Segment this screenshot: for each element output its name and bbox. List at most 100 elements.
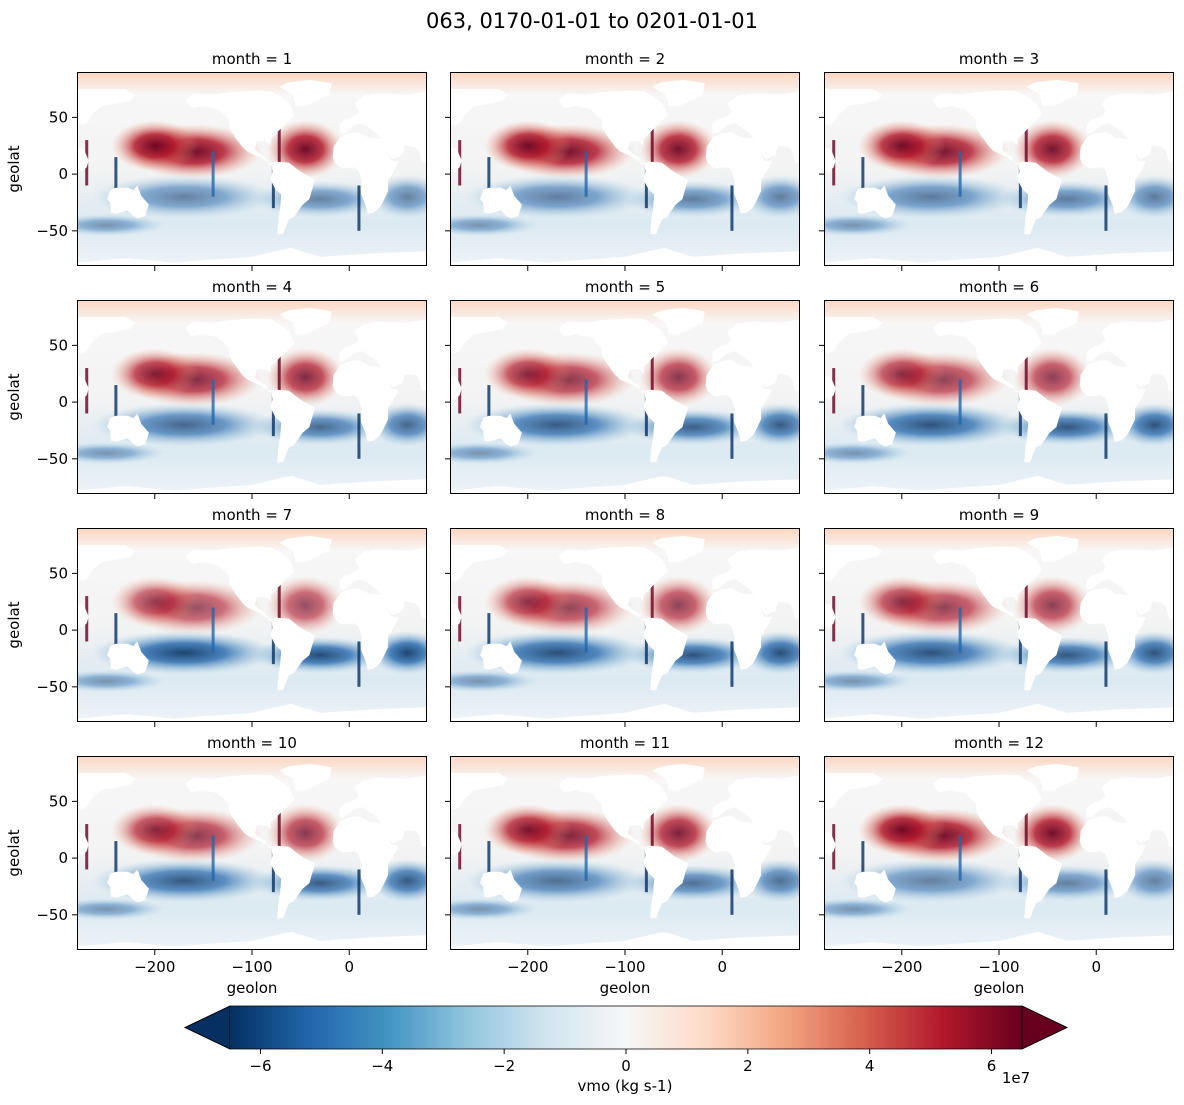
land-mask [1017, 617, 1063, 691]
land-mask [339, 775, 427, 847]
panel-title: month = 10 [207, 734, 297, 752]
land-mask [450, 545, 509, 582]
land-mask [1079, 360, 1146, 442]
x-tick-label: 0 [344, 958, 354, 976]
land-mask [480, 869, 522, 903]
heatmap-field [77, 72, 427, 266]
land-mask [450, 148, 462, 172]
land-mask [854, 413, 896, 447]
panel-frame [450, 528, 800, 722]
land-mask [450, 931, 800, 950]
land-mask [77, 247, 427, 266]
panel-title: month = 2 [585, 50, 665, 68]
x-axis-label: geolon [600, 979, 651, 997]
panel-frame [824, 300, 1174, 494]
colorbar-label: vmo (kg s-1) [578, 1077, 673, 1095]
land-mask [332, 132, 399, 214]
land-mask [339, 547, 427, 619]
land-mask [279, 763, 332, 790]
land-mask [712, 547, 800, 619]
colorbar: −6 −4 −2 0 2 4 6 vmo (kg s-1) 1e7 [184, 1005, 1068, 1095]
colorbar-extend-high [1021, 1005, 1068, 1050]
panel-title: month = 12 [954, 734, 1044, 752]
land-mask [1026, 763, 1079, 790]
land-mask [824, 931, 1174, 950]
land-mask [77, 703, 427, 722]
y-axis-label: geolat [5, 373, 23, 420]
land-mask [1086, 319, 1174, 391]
panel-title: month = 8 [585, 506, 665, 524]
x-axis-label: geolon [227, 979, 278, 997]
heatmap-field [450, 756, 800, 950]
facet-panel: month = 10 50 0 −50 −200 −100 0 geolat geolon [5, 734, 427, 997]
land-mask [1017, 161, 1063, 235]
land-mask [339, 319, 427, 391]
land-mask [712, 91, 800, 163]
land-mask [480, 413, 522, 447]
panel-frame [77, 300, 427, 494]
panel-title: month = 6 [959, 278, 1039, 296]
land-mask [185, 774, 295, 849]
y-tick-label: 0 [58, 165, 68, 183]
land-mask [824, 317, 883, 354]
land-mask [270, 617, 316, 691]
colorbar-tick-label: 2 [743, 1057, 753, 1075]
y-tick-label: 50 [49, 564, 68, 582]
land-mask [77, 148, 89, 172]
land-mask [1026, 535, 1079, 562]
facet-panel: month = 12 −200 −100 0 geolon [819, 734, 1174, 997]
panel-frame [77, 756, 427, 950]
land-mask [77, 317, 136, 354]
land-mask [824, 545, 883, 582]
y-tick-label: −50 [36, 222, 68, 240]
land-mask [643, 617, 689, 691]
land-mask [1079, 816, 1146, 898]
land-mask [558, 546, 668, 621]
y-tick-label: 50 [49, 792, 68, 810]
panel-title: month = 11 [580, 734, 670, 752]
land-mask [705, 588, 772, 670]
panel-frame [450, 72, 800, 266]
land-mask [77, 475, 427, 494]
land-mask [332, 360, 399, 442]
land-mask [185, 546, 295, 621]
panel-frame [77, 72, 427, 266]
land-mask [279, 535, 332, 562]
panel-title: month = 3 [959, 50, 1039, 68]
y-tick-label: −50 [36, 450, 68, 468]
land-mask [652, 79, 705, 106]
land-mask [824, 832, 836, 856]
land-mask [558, 774, 668, 849]
facet-grid: month = 1 50 0 −50 geolat month = 2 month = 3 m… [5, 50, 1174, 997]
facet-panel: month = 5 [445, 278, 800, 499]
land-mask [932, 318, 1042, 393]
y-tick-label: 50 [49, 336, 68, 354]
heatmap-field [77, 300, 427, 494]
x-tick-label: 0 [717, 958, 727, 976]
heatmap-field [824, 528, 1174, 722]
land-mask [1017, 845, 1063, 919]
land-mask [643, 389, 689, 463]
heatmap-field [450, 300, 800, 494]
land-mask [270, 161, 316, 235]
panel-title: month = 9 [959, 506, 1039, 524]
colorbar-body [230, 1006, 1022, 1049]
land-mask [705, 816, 772, 898]
colorbar-multiplier: 1e7 [1002, 1069, 1030, 1087]
facet-panel: month = 11 −200 −100 0 geolon [445, 734, 800, 997]
colorbar-tick-label: 4 [865, 1057, 875, 1075]
land-mask [480, 185, 522, 219]
y-axis-label: geolat [5, 829, 23, 876]
y-tick-label: −50 [36, 906, 68, 924]
land-mask [854, 869, 896, 903]
land-mask [854, 185, 896, 219]
x-tick-label: −100 [604, 958, 645, 976]
land-mask [1079, 588, 1146, 670]
facet-panel: month = 1 50 0 −50 geolat [5, 50, 427, 271]
panel-title: month = 1 [212, 50, 292, 68]
land-mask [824, 148, 836, 172]
panel-title: month = 5 [585, 278, 665, 296]
colorbar-tick-label: −6 [249, 1057, 271, 1075]
heatmap-field [824, 72, 1174, 266]
